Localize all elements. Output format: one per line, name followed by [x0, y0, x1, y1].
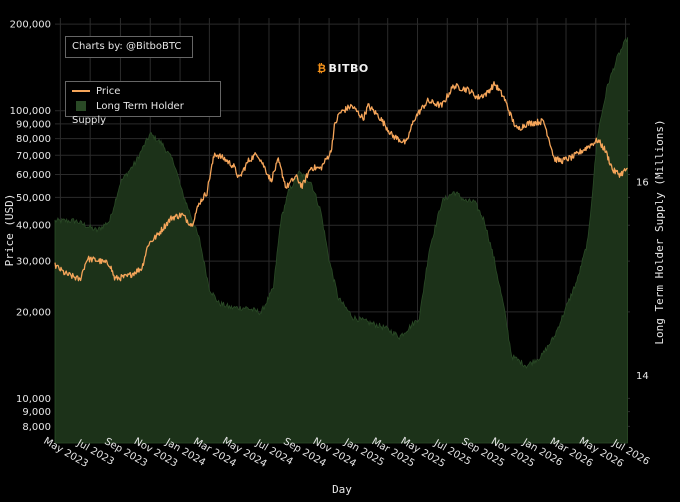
y-tick-label: 8,000 — [22, 422, 51, 433]
price-swatch — [72, 90, 90, 92]
y2-tick-label: 14 — [636, 371, 649, 382]
y-tick-label: 30,000 — [16, 257, 51, 268]
y-tick-label: 80,000 — [16, 134, 51, 145]
x-axis-title: Day — [332, 483, 352, 496]
y-tick-label: 200,000 — [10, 20, 51, 31]
legend-item-price: Price — [72, 85, 120, 99]
y-tick-label: 90,000 — [16, 119, 51, 130]
price-line — [54, 81, 628, 282]
brand-logo: ₿ BITBO — [317, 62, 369, 75]
bitcoin-icon: ₿ — [317, 62, 327, 75]
price-series — [54, 81, 628, 282]
credit-box: Charts by: @BitboBTC — [65, 36, 193, 58]
legend: Price Long Term Holder Supply — [65, 81, 221, 126]
y-tick-label: 9,000 — [22, 407, 51, 418]
credit-text: Charts by: @BitboBTC — [72, 41, 182, 52]
y-axis-title: Price (USD) — [3, 194, 16, 267]
y2-tick-label: 16 — [636, 178, 649, 189]
legend-label-price: Price — [96, 86, 121, 97]
supply-swatch — [76, 101, 86, 111]
legend-label-supply: Long Term Holder Supply — [72, 101, 184, 126]
y-tick-label: 10,000 — [16, 394, 51, 405]
y-tick-label: 70,000 — [16, 151, 51, 162]
y-tick-label: 50,000 — [16, 193, 51, 204]
supply-area — [54, 37, 628, 444]
y-tick-label: 20,000 — [16, 307, 51, 318]
brand-name: BITBO — [328, 62, 369, 75]
y-tick-label: 100,000 — [10, 106, 51, 117]
y2-axis-title: Long Term Holder Supply (Millions) — [653, 119, 666, 344]
y-tick-label: 40,000 — [16, 221, 51, 232]
legend-item-supply: Long Term Holder Supply — [72, 100, 220, 126]
y-tick-label: 60,000 — [16, 170, 51, 181]
supply-series — [54, 37, 628, 444]
